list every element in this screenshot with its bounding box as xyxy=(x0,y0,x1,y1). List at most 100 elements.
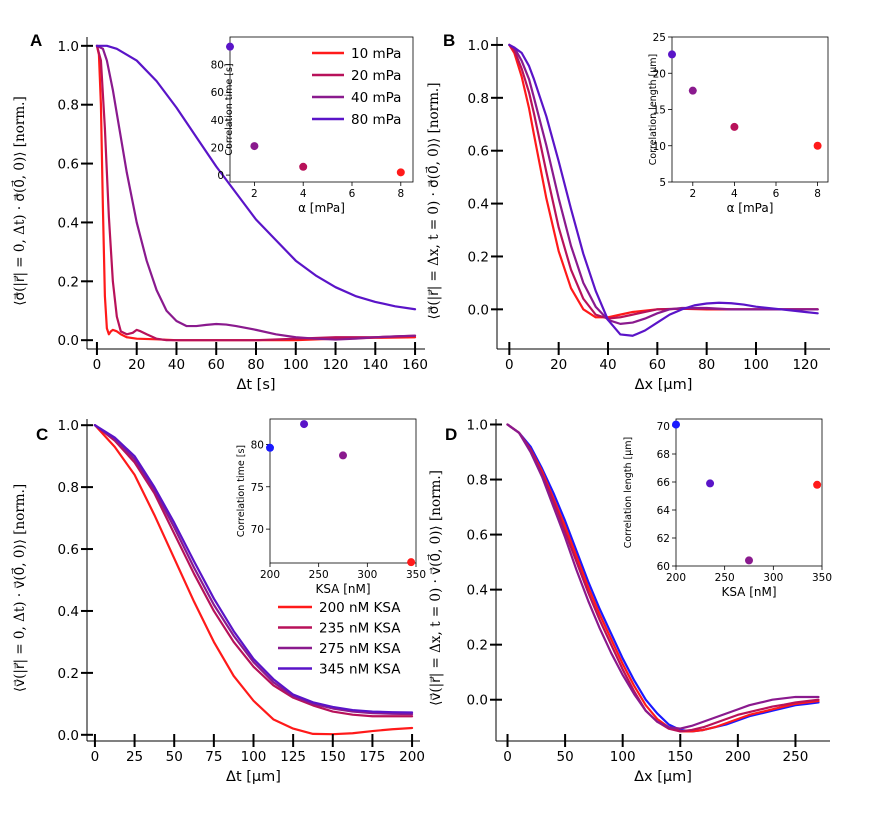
panel-letter: D xyxy=(445,425,457,444)
inset-y-tick-label: 25 xyxy=(653,32,666,44)
x-tick-label: 100 xyxy=(241,749,267,765)
inset-x-tick-label: 4 xyxy=(731,188,738,200)
y-tick-label: 0.2 xyxy=(58,274,79,290)
y-tick-label: 0.8 xyxy=(58,480,79,496)
series-line-2 xyxy=(93,424,414,716)
inset-frame xyxy=(269,418,417,564)
inset-y-tick-label: 68 xyxy=(657,449,670,461)
x-axis-label: Δx [μm] xyxy=(634,769,692,785)
x-tick-label: 120 xyxy=(792,357,818,373)
x-tick-label: 250 xyxy=(783,749,809,765)
inset-point-0 xyxy=(668,50,676,59)
y-tick-label: 1.0 xyxy=(58,39,79,55)
y-tick-label: 0.4 xyxy=(58,604,79,620)
x-tick-label: 100 xyxy=(610,749,636,765)
inset-x-tick-label: 6 xyxy=(773,188,780,200)
panel-c: 0 25 50 75 100 125 150 175 200 0.0 0.2 0.4 0.6 0.8 1.0… xyxy=(11,418,426,785)
legend-label-3: 345 nM KSA xyxy=(319,662,401,678)
y-tick-label: 0.8 xyxy=(468,91,489,107)
panel-letter: C xyxy=(36,425,48,444)
inset-y-axis-label: Correlation time [s] xyxy=(224,63,235,155)
series-line-3 xyxy=(506,423,820,730)
inset-y-axis-label: Correlation length [μm] xyxy=(648,54,659,165)
inset-point-0 xyxy=(672,420,680,429)
y-tick-label: 0.8 xyxy=(467,473,488,489)
inset-point-1 xyxy=(706,479,715,488)
inset-point-2 xyxy=(339,451,347,460)
inset-x-tick-label: 250 xyxy=(715,572,735,584)
inset-point-0 xyxy=(266,443,274,452)
y-tick-label: 0.2 xyxy=(58,666,79,682)
legend-label-3: 80 mPa xyxy=(351,112,401,128)
inset-x-tick-label: 200 xyxy=(666,572,686,584)
y-tick-label: 0.4 xyxy=(58,215,79,231)
y-tick-label: 0.6 xyxy=(58,542,79,558)
legend: 200 nM KSA 235 nM KSA 275 nM KSA 345 nM KSA xyxy=(278,600,401,678)
y-tick-label: 1.0 xyxy=(468,38,489,54)
x-tick-label: 60 xyxy=(649,357,666,373)
panel-letter: A xyxy=(30,31,42,50)
legend-label-1: 20 mPa xyxy=(351,68,401,84)
inset-x-tick-label: 8 xyxy=(814,188,821,200)
inset-chart: 200 250 300 350 70 75 80 KSA [nM] Correlation ti… xyxy=(236,418,426,596)
y-tick-label: 0.4 xyxy=(468,197,489,213)
y-tick-label: 0.6 xyxy=(468,144,489,160)
inset-frame xyxy=(671,36,829,183)
x-tick-label: 75 xyxy=(205,749,222,765)
legend-label-0: 200 nM KSA xyxy=(319,600,401,616)
x-tick-label: 0 xyxy=(91,749,100,765)
inset-x-tick-label: 250 xyxy=(309,569,329,581)
inset-x-axis-label: KSA [nM] xyxy=(721,585,776,599)
inset-x-tick-label: 6 xyxy=(349,188,356,200)
inset-y-tick-label: 66 xyxy=(657,477,671,489)
series-line-1 xyxy=(506,423,820,733)
inset-x-axis-label: KSA [nM] xyxy=(315,582,370,596)
inset-y-tick-label: 10 xyxy=(653,141,666,153)
y-tick-label: 0.0 xyxy=(467,693,488,709)
series-line-2 xyxy=(95,44,417,341)
inset-y-tick-label: 75 xyxy=(251,482,264,494)
inset-x-tick-label: 300 xyxy=(357,569,377,581)
inset-y-tick-label: 60 xyxy=(657,561,670,573)
legend-label-0: 10 mPa xyxy=(351,46,401,62)
inset-y-axis-label: Correlation length [μm] xyxy=(623,437,634,548)
inset-chart: 2 4 6 8 5 10 15 20 25 α [mPa] Correlation length [… xyxy=(648,32,829,215)
inset-point-3 xyxy=(813,141,822,150)
panel-b: 0 20 40 60 80 100 120 0.0 0.2 0.4 0.6 0.8 1.0 Δx [μm]… xyxy=(425,31,830,393)
x-tick-label: 0 xyxy=(93,357,102,373)
legend-label-2: 275 nM KSA xyxy=(319,641,401,657)
x-tick-label: 200 xyxy=(399,749,425,765)
x-axis-label: Δt [s] xyxy=(236,377,275,393)
inset-point-0 xyxy=(226,42,234,51)
inset-y-tick-label: 64 xyxy=(657,505,671,517)
y-tick-label: 0.6 xyxy=(467,528,488,544)
inset-point-1 xyxy=(688,86,697,95)
x-tick-label: 160 xyxy=(402,357,428,373)
y-tick-label: 0.2 xyxy=(468,249,489,265)
x-axis-label: Δt [μm] xyxy=(226,769,281,785)
x-tick-label: 200 xyxy=(725,749,751,765)
x-tick-label: 0 xyxy=(503,749,512,765)
y-tick-label: 0.8 xyxy=(58,98,79,114)
inset-point-3 xyxy=(396,168,405,177)
x-tick-label: 40 xyxy=(599,357,616,373)
y-tick-label: 0.6 xyxy=(58,157,79,173)
inset-point-1 xyxy=(300,420,309,429)
inset-point-3 xyxy=(407,558,416,567)
inset-y-tick-label: 20 xyxy=(211,142,224,154)
x-tick-label: 100 xyxy=(283,357,309,373)
series-line-0 xyxy=(93,424,414,736)
x-tick-label: 60 xyxy=(208,357,225,373)
inset-point-1 xyxy=(250,142,259,151)
legend-label-2: 40 mPa xyxy=(351,90,401,106)
inset-x-tick-label: 8 xyxy=(397,188,404,200)
series-line-1 xyxy=(95,44,417,342)
inset-chart: 200 250 300 350 60 62 64 66 68 70 KSA [nM] Correlat… xyxy=(623,418,832,599)
x-tick-label: 50 xyxy=(166,749,183,765)
series-line-3 xyxy=(93,424,414,714)
y-tick-label: 0.4 xyxy=(467,583,488,599)
inset-y-tick-label: 20 xyxy=(653,68,666,80)
inset-y-tick-label: 62 xyxy=(657,533,670,545)
